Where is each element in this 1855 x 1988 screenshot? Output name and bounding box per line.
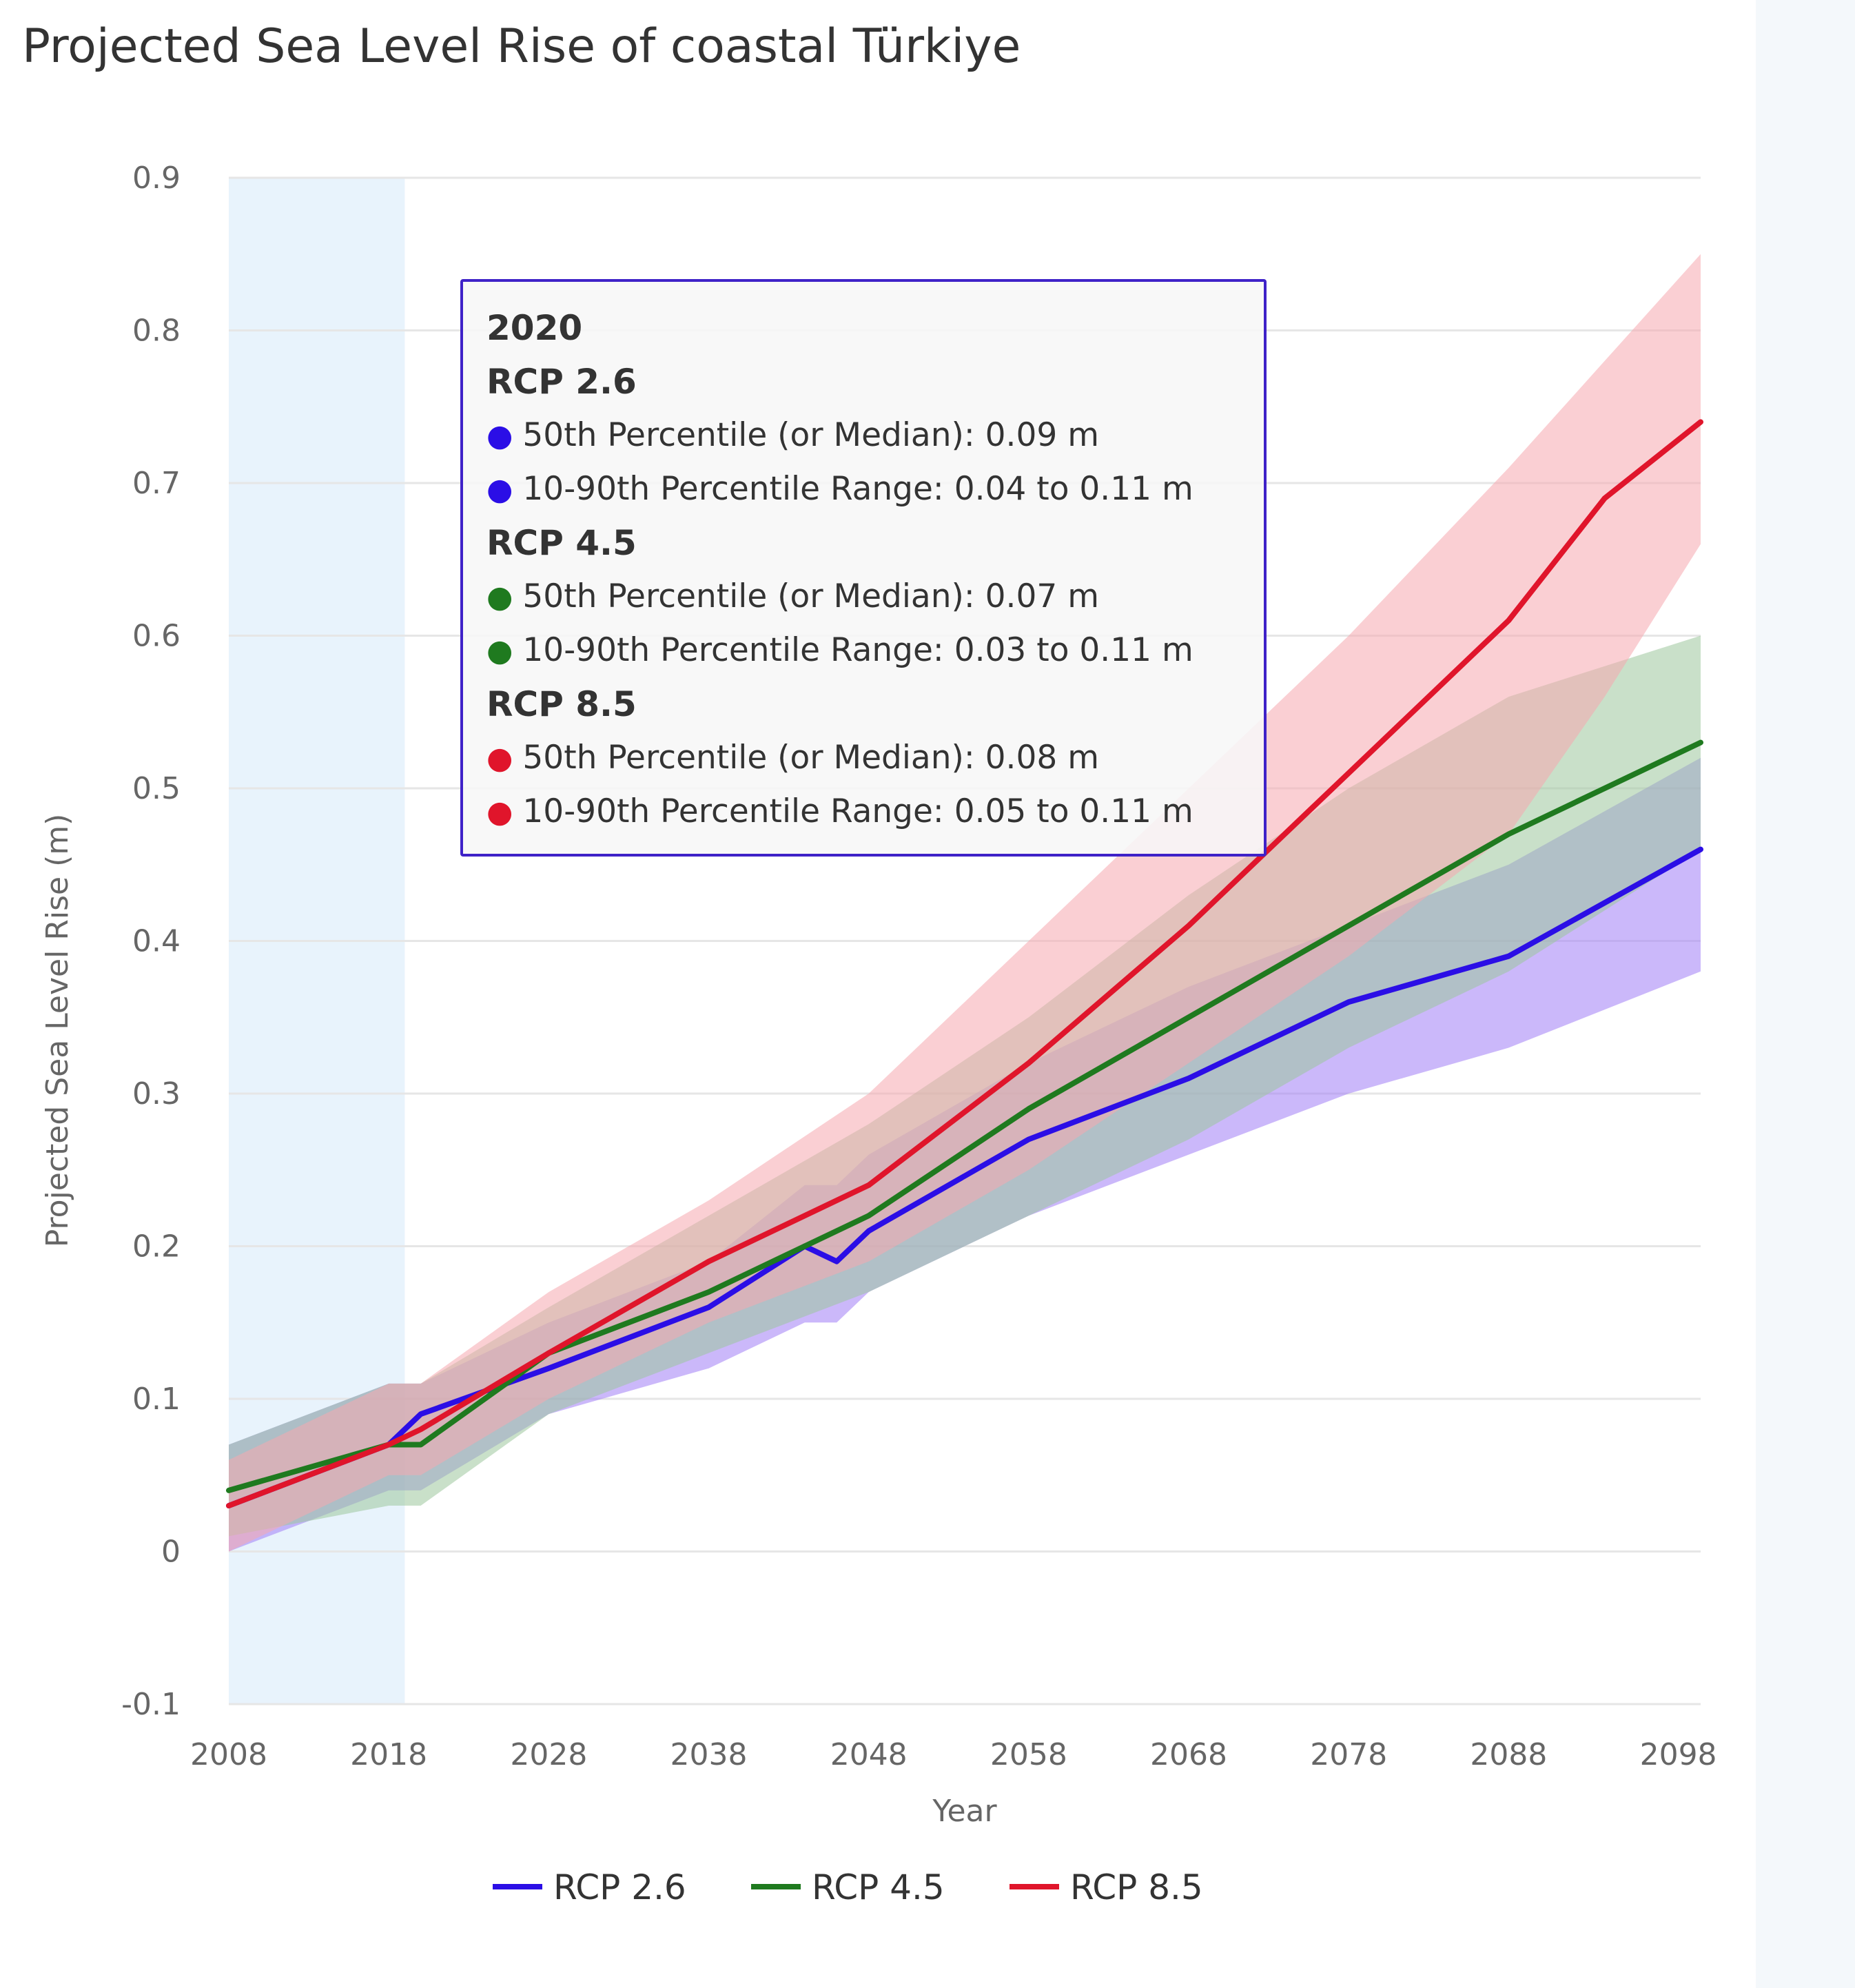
median-line-rcp-2-6 (226, 846, 1703, 1509)
x-tick-label: 2018 (350, 1737, 427, 1772)
y-tick-label: 0.9 (132, 161, 181, 196)
page-title: Projected Sea Level Rise of coastal Türk… (22, 19, 1021, 74)
tooltip-range-label: 10-90th Percentile Range: 0.03 to 0.11 m (522, 631, 1193, 669)
x-axis-ticks: 2008 2018 2028 2038 2048 2058 2068 2078 2088 2098 (190, 1737, 1717, 1772)
legend-item[interactable]: RCP 8.5 (1010, 1867, 1203, 1907)
legend-item[interactable]: RCP 2.6 (493, 1867, 686, 1907)
tooltip-row: ● 50th Percentile (or Median): 0.07 m (486, 570, 1240, 624)
y-tick-label: 0 (161, 1535, 181, 1570)
median-line-rcp-4-5 (226, 739, 1703, 1493)
x-tick-label: 2048 (830, 1737, 908, 1772)
tooltip-row: ● 50th Percentile (or Median): 0.09 m (486, 409, 1240, 462)
x-tick-label: 2098 (1640, 1737, 1717, 1772)
tooltip-median-label: 50th Percentile (or Median): 0.09 m (522, 416, 1099, 454)
bullet-icon: ● (486, 741, 513, 776)
x-axis-title: Year (932, 1794, 997, 1829)
y-tick-label: -0.1 (121, 1687, 181, 1722)
tooltip-median-label: 50th Percentile (or Median): 0.08 m (522, 739, 1099, 777)
x-tick-label: 2008 (190, 1737, 267, 1772)
tooltip-year: 2020 (486, 308, 583, 348)
bullet-icon: ● (486, 633, 513, 668)
x-tick-label: 2028 (510, 1737, 587, 1772)
y-tick-label: 0.7 (132, 466, 181, 501)
tooltip-row: ● 10-90th Percentile Range: 0.05 to 0.11 … (486, 785, 1240, 839)
bullet-icon: ● (486, 418, 513, 453)
legend-label: RCP 8.5 (1070, 1867, 1203, 1907)
tooltip-group-title: RCP 2.6 (486, 362, 637, 402)
tooltip-row: ● 10-90th Percentile Range: 0.03 to 0.11 … (486, 624, 1240, 677)
bullet-icon: ● (486, 472, 513, 507)
tooltip-row: ● 10-90th Percentile Range: 0.04 to 0.11 … (486, 462, 1240, 516)
y-tick-label: 0.4 (132, 924, 181, 959)
x-tick-label: 2068 (1150, 1737, 1227, 1772)
y-axis-title: Projected Sea Level Rise (m) (40, 814, 75, 1248)
y-tick-label: 0.8 (132, 314, 181, 349)
legend-label: RCP 2.6 (553, 1867, 686, 1907)
y-axis-ticks: -0.1 0 0.1 0.2 0.3 0.4 0.5 0.6 0.7 0.8 0.9 (121, 161, 181, 1722)
bullet-icon: ● (486, 795, 513, 830)
y-tick-label: 0.3 (132, 1076, 181, 1111)
tooltip: 2020 RCP 2.6 ● 50th Percentile (or Median… (460, 279, 1267, 857)
x-tick-label: 2088 (1470, 1737, 1547, 1772)
median-lines (226, 419, 1703, 1509)
y-tick-label: 0.6 (132, 619, 181, 654)
legend: RCP 2.6 RCP 4.5 RCP 8.5 (493, 1867, 1203, 1907)
legend-label: RCP 4.5 (812, 1867, 945, 1907)
range-band-rcp-8-5 (229, 254, 1701, 1552)
tooltip-median-label: 50th Percentile (or Median): 0.07 m (522, 577, 1099, 615)
tooltip-range-label: 10-90th Percentile Range: 0.04 to 0.11 m (522, 470, 1193, 508)
right-side-panel (1756, 0, 1855, 1988)
tooltip-group-title: RCP 4.5 (486, 523, 637, 563)
tooltip-row: ● 50th Percentile (or Median): 0.08 m (486, 731, 1240, 785)
y-tick-label: 0.1 (132, 1382, 181, 1417)
tooltip-range-label: 10-90th Percentile Range: 0.05 to 0.11 m (522, 792, 1193, 830)
legend-item[interactable]: RCP 4.5 (751, 1867, 945, 1907)
bullet-icon: ● (486, 580, 513, 615)
median-line-rcp-8-5 (226, 419, 1703, 1509)
y-tick-label: 0.5 (132, 771, 181, 806)
x-tick-label: 2078 (1310, 1737, 1387, 1772)
tooltip-group-title: RCP 8.5 (486, 684, 637, 724)
y-tick-label: 0.2 (132, 1229, 181, 1264)
x-tick-label: 2038 (670, 1737, 748, 1772)
x-tick-label: 2058 (990, 1737, 1067, 1772)
